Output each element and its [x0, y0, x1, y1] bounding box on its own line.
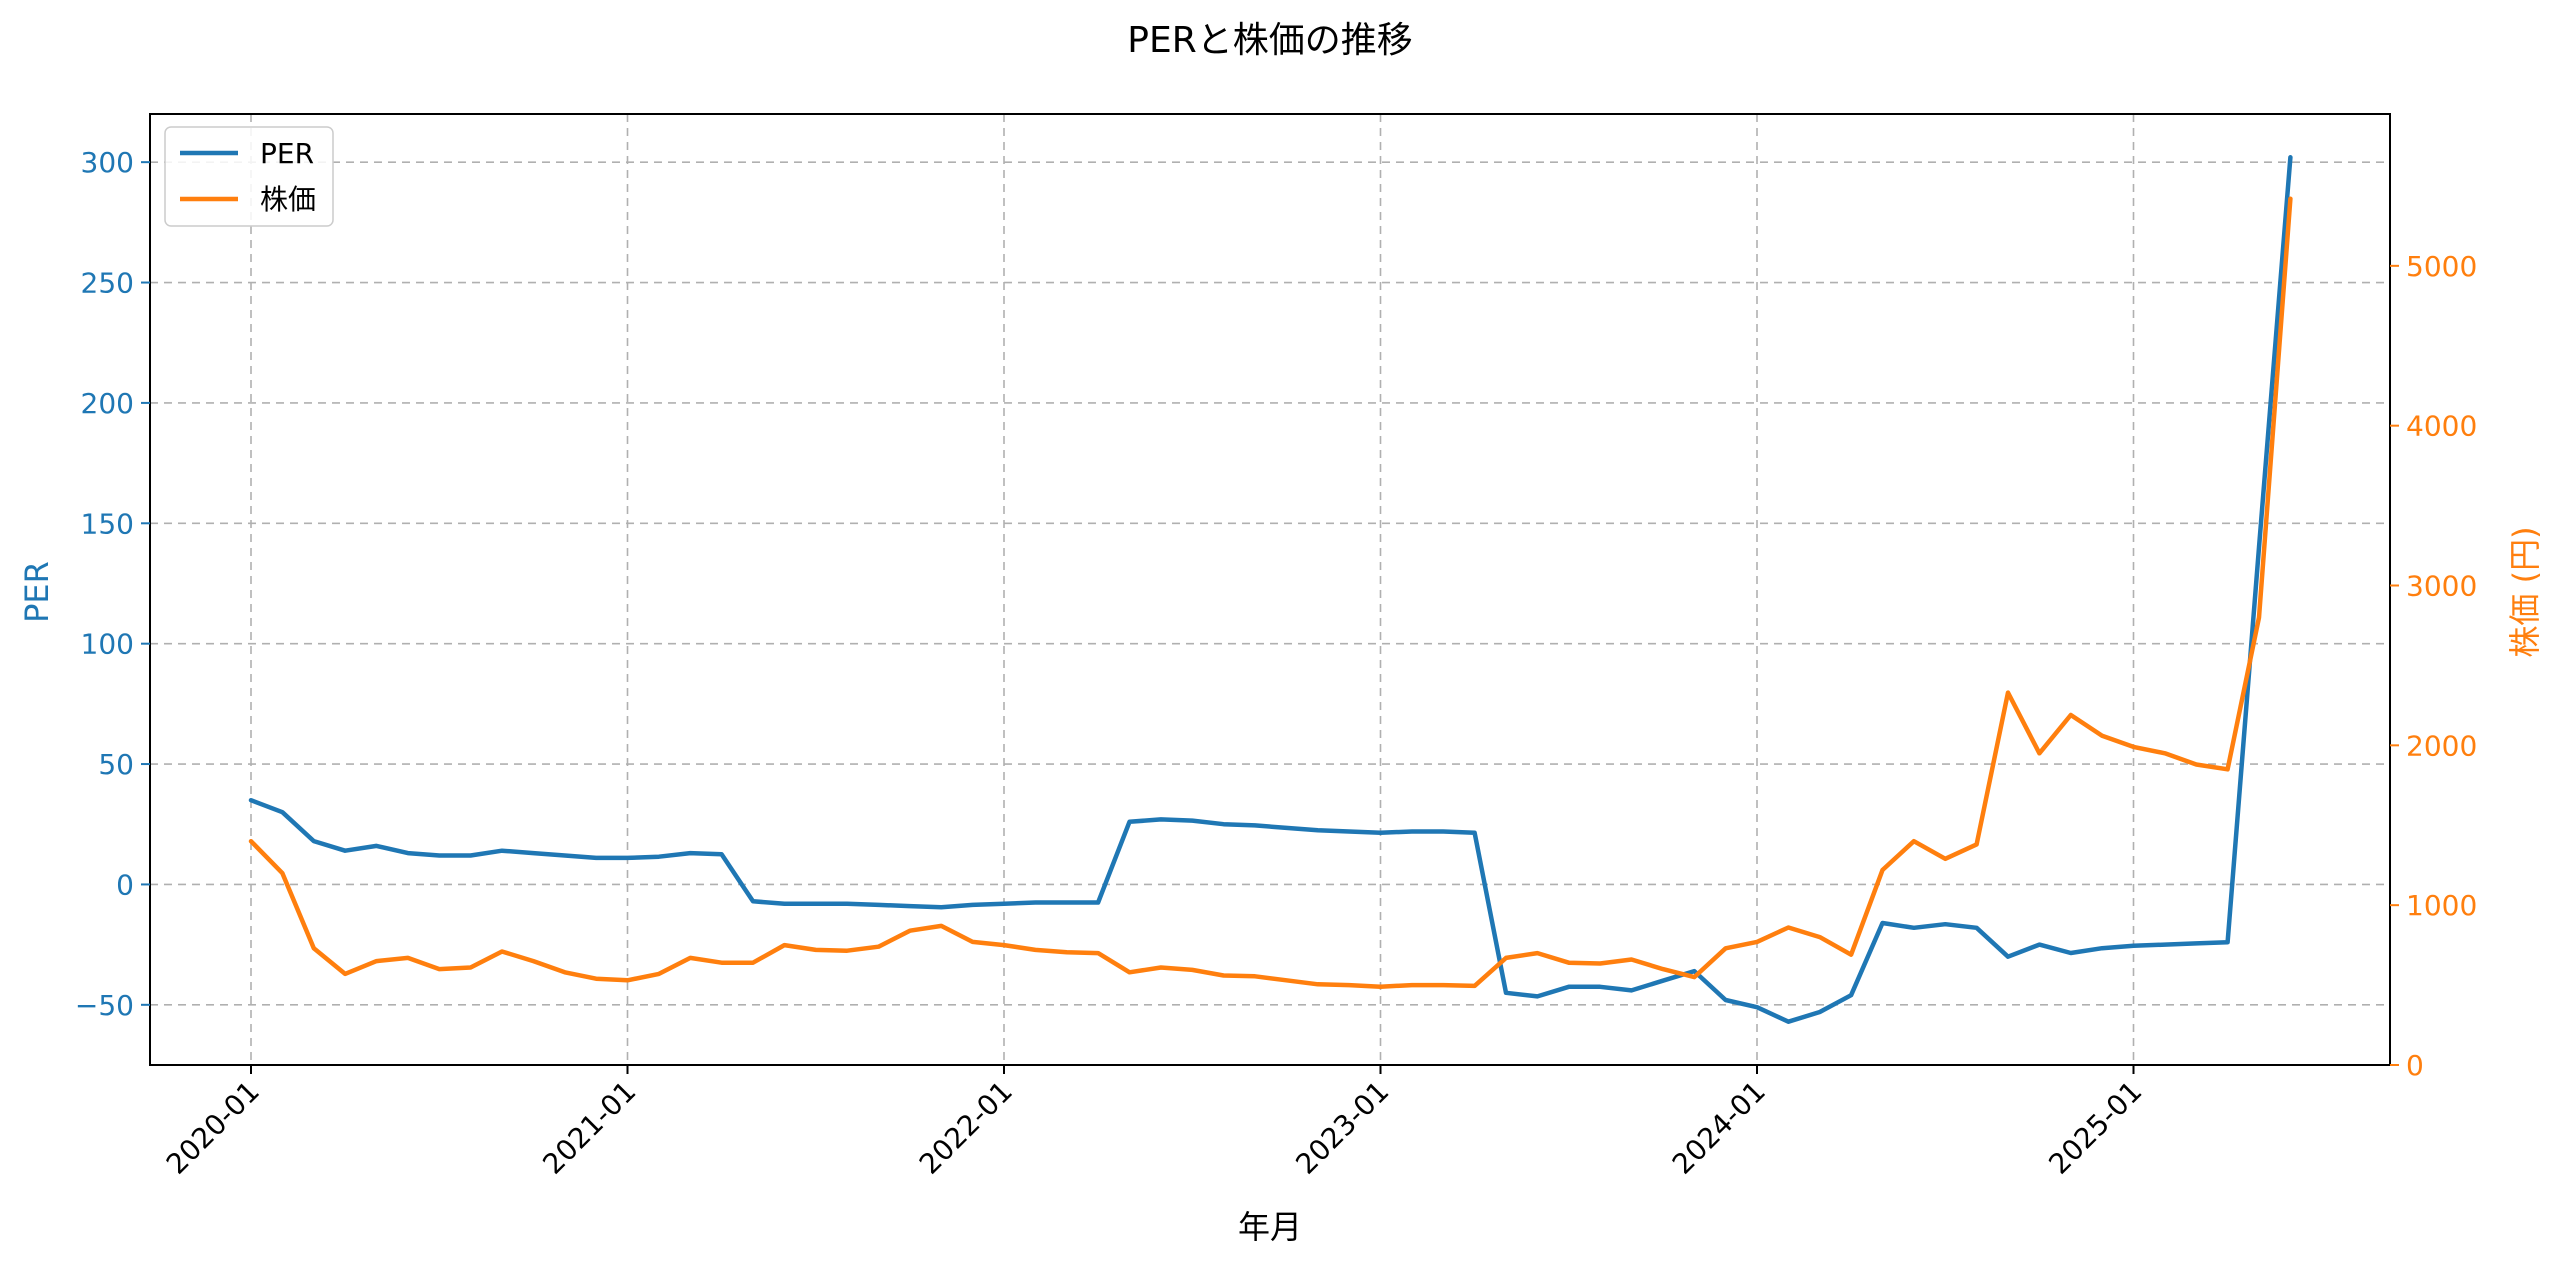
- y-tick-label-left: 200: [81, 387, 134, 420]
- x-tick-label: 2023-01: [1289, 1075, 1395, 1181]
- x-tick-label: 2025-01: [2042, 1075, 2148, 1181]
- y-tick-label-right: 0: [2406, 1049, 2424, 1082]
- legend-label-price: 株価: [260, 183, 316, 216]
- x-tick-label: 2024-01: [1666, 1075, 1772, 1181]
- x-axis-label: 年月: [1238, 1208, 1302, 1246]
- legend-label-per: PER: [260, 137, 314, 170]
- axes: −500501001502002503000100020003000400050…: [75, 146, 2477, 1181]
- y-tick-label-right: 3000: [2406, 570, 2477, 603]
- series-line-price: [248, 196, 2293, 989]
- y-axis-label-left: PER: [18, 561, 56, 623]
- chart-title: PERと株価の推移: [1127, 20, 1412, 61]
- y-tick-label-left: 0: [116, 868, 134, 901]
- grid: [150, 114, 2390, 1065]
- plot-frame: [149, 113, 2391, 1066]
- x-tick-label: 2020-01: [160, 1075, 266, 1181]
- y-tick-label-left: 300: [81, 146, 134, 179]
- y-tick-label-left: 150: [81, 507, 134, 540]
- y-tick-label-left: 100: [81, 628, 134, 661]
- x-tick-label: 2021-01: [536, 1075, 642, 1181]
- y-axis-label-right: 株価 (円): [2506, 526, 2544, 657]
- legend: PER 株価: [164, 126, 334, 227]
- series-line-per: [248, 155, 2293, 1024]
- y-tick-label-left: 50: [98, 748, 134, 781]
- y-tick-label-right: 4000: [2406, 410, 2477, 443]
- y-tick-label-left: 250: [81, 267, 134, 300]
- x-tick-label: 2022-01: [913, 1075, 1019, 1181]
- y-tick-label-right: 5000: [2406, 250, 2477, 283]
- series-layer: [248, 155, 2293, 1024]
- y-tick-label-right: 2000: [2406, 729, 2477, 762]
- y-tick-label-left: −50: [75, 989, 134, 1022]
- y-tick-label-right: 1000: [2406, 889, 2477, 922]
